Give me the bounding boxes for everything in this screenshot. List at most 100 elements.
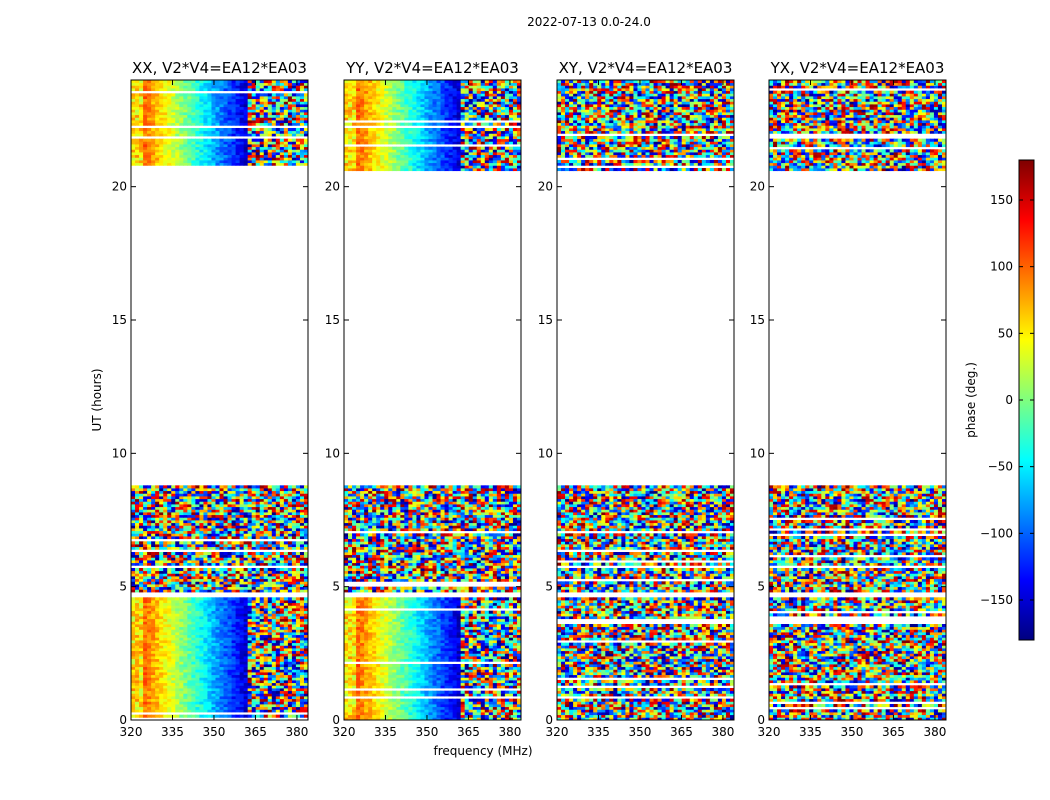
phase-cell [143, 501, 148, 505]
phase-cell [267, 701, 273, 705]
phase-cell [219, 642, 225, 646]
phase-cell [287, 650, 293, 654]
phase-cell [171, 696, 176, 700]
phase-cell [171, 600, 176, 604]
phase-cell [223, 520, 229, 524]
phase-cell [179, 541, 184, 545]
phase-cell [223, 557, 229, 561]
phase-cell [384, 717, 389, 720]
phase-cell [183, 616, 188, 620]
phase-cell [255, 162, 261, 166]
phase-cell [299, 608, 305, 612]
phase-cell [143, 698, 148, 702]
phase-cell [239, 504, 245, 508]
phase-cell [223, 485, 229, 489]
phase-cell [211, 141, 217, 145]
phase-cell [295, 498, 301, 502]
phase-cell [243, 533, 249, 537]
phase-cell [279, 154, 285, 158]
phase-cell [139, 656, 144, 660]
phase-cell [179, 618, 184, 622]
phase-cell [303, 106, 308, 110]
phase-cell [187, 634, 192, 638]
phase-cell [255, 485, 261, 489]
phase-cell [223, 650, 229, 654]
phase-cell [263, 706, 269, 710]
phase-cell [291, 701, 297, 705]
phase-cell [287, 522, 293, 526]
phase-cell [231, 88, 237, 92]
phase-cell [251, 706, 257, 710]
phase-cell [299, 613, 305, 617]
phase-cell [287, 648, 293, 652]
phase-cell [139, 525, 144, 529]
phase-cell [372, 712, 377, 716]
phase-cell [167, 512, 172, 516]
phase-cell [239, 541, 245, 545]
phase-cell [384, 714, 389, 718]
phase-cell [223, 584, 229, 588]
phase-cell [159, 618, 164, 622]
phase-cell [243, 634, 249, 638]
phase-cell [183, 653, 188, 657]
phase-cell [299, 485, 305, 489]
phase-cell [179, 656, 184, 660]
phase-cell [139, 138, 144, 142]
phase-cell [227, 93, 233, 97]
phase-cell [259, 109, 265, 113]
phase-cell [163, 642, 168, 646]
phase-cell [143, 133, 148, 137]
phase-cell [235, 690, 241, 694]
phase-cell [139, 709, 144, 713]
phase-cell [227, 141, 233, 145]
phase-cell [207, 589, 213, 593]
phase-cell [167, 101, 172, 105]
phase-cell [187, 138, 192, 142]
phase-cell [199, 693, 205, 697]
phase-cell [263, 640, 269, 644]
phase-cell [235, 578, 241, 582]
phase-cell [207, 608, 213, 612]
phase-cell [251, 568, 257, 572]
phase-cell [215, 605, 221, 609]
phase-cell [231, 520, 237, 524]
phase-cell [255, 624, 261, 628]
phase-cell [247, 130, 253, 134]
phase-cell [247, 640, 253, 644]
phase-cell [159, 626, 164, 630]
phase-cell [291, 661, 297, 665]
phase-cell [396, 712, 401, 716]
phase-cell [167, 133, 172, 137]
phase-cell [183, 624, 188, 628]
phase-cell [231, 112, 237, 116]
phase-cell [183, 162, 188, 166]
phase-cell [263, 485, 269, 489]
phase-cell [187, 112, 192, 116]
phase-cell [207, 557, 213, 561]
phase-cell [131, 696, 136, 700]
phase-cell [207, 581, 213, 585]
phase-cell [191, 85, 196, 89]
phase-cell [195, 629, 200, 633]
phase-cell [211, 680, 217, 684]
phase-cell [155, 554, 160, 558]
phase-cell [187, 570, 192, 574]
phase-cell [279, 88, 285, 92]
phase-cell [231, 653, 237, 657]
phase-cell [191, 146, 196, 150]
phase-cell [267, 557, 273, 561]
phase-cell [299, 104, 305, 108]
phase-cell [179, 128, 184, 132]
phase-cell [263, 701, 269, 705]
phase-cell [287, 608, 293, 612]
phase-cell [171, 504, 176, 508]
phase-cell [139, 112, 144, 116]
phase-cell [255, 530, 261, 534]
phase-cell [271, 157, 277, 161]
phase-cell [283, 152, 289, 156]
phase-cell [199, 578, 205, 582]
phase-cell [251, 674, 257, 678]
phase-cell [191, 626, 196, 630]
phase-cell [271, 693, 277, 697]
phase-cell [211, 562, 217, 566]
